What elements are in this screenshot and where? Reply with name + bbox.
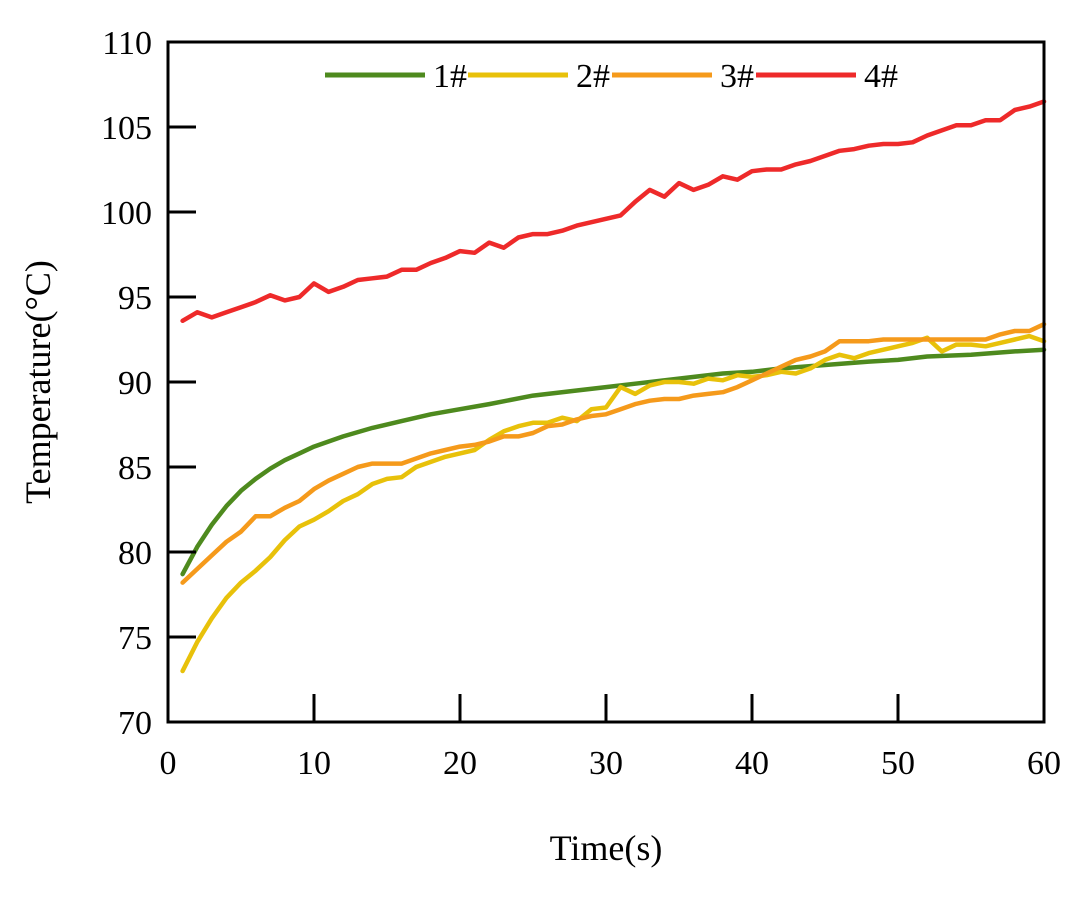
legend-label-1: 1#	[433, 58, 467, 95]
axis-ticks: 0 10 20 30 40 50 60 70 75 80 85 90 95 100 105 110	[101, 25, 1061, 782]
y-tick-label: 105	[101, 110, 152, 147]
y-tick-label: 85	[118, 450, 152, 487]
series-group	[180, 99, 1047, 674]
x-tick-label: 60	[1027, 745, 1061, 782]
legend: 1# 2# 3# 4#	[325, 58, 898, 95]
legend-label-3: 3#	[720, 58, 754, 95]
series-line-3	[180, 321, 1047, 585]
series-line-2	[180, 333, 1047, 674]
series-line-1	[180, 347, 1047, 577]
series-line-4	[180, 99, 1047, 324]
legend-label-2: 2#	[576, 58, 610, 95]
y-axis-title: Temperature(°C)	[18, 260, 58, 504]
y-tick-label: 95	[118, 280, 152, 317]
y-tick-label: 90	[118, 365, 152, 402]
x-tick-label: 30	[589, 745, 623, 782]
x-tick-label: 0	[160, 745, 177, 782]
x-tick-label: 50	[881, 745, 915, 782]
y-tick-label: 75	[118, 620, 152, 657]
y-tick-label: 80	[118, 535, 152, 572]
y-tick-label: 110	[102, 25, 152, 62]
x-tick-label: 40	[735, 745, 769, 782]
legend-label-4: 4#	[864, 58, 898, 95]
y-tick-label: 100	[101, 195, 152, 232]
x-tick-label: 10	[297, 745, 331, 782]
x-axis-title: Time(s)	[550, 828, 663, 868]
x-tick-label: 20	[443, 745, 477, 782]
y-tick-label: 70	[118, 705, 152, 742]
